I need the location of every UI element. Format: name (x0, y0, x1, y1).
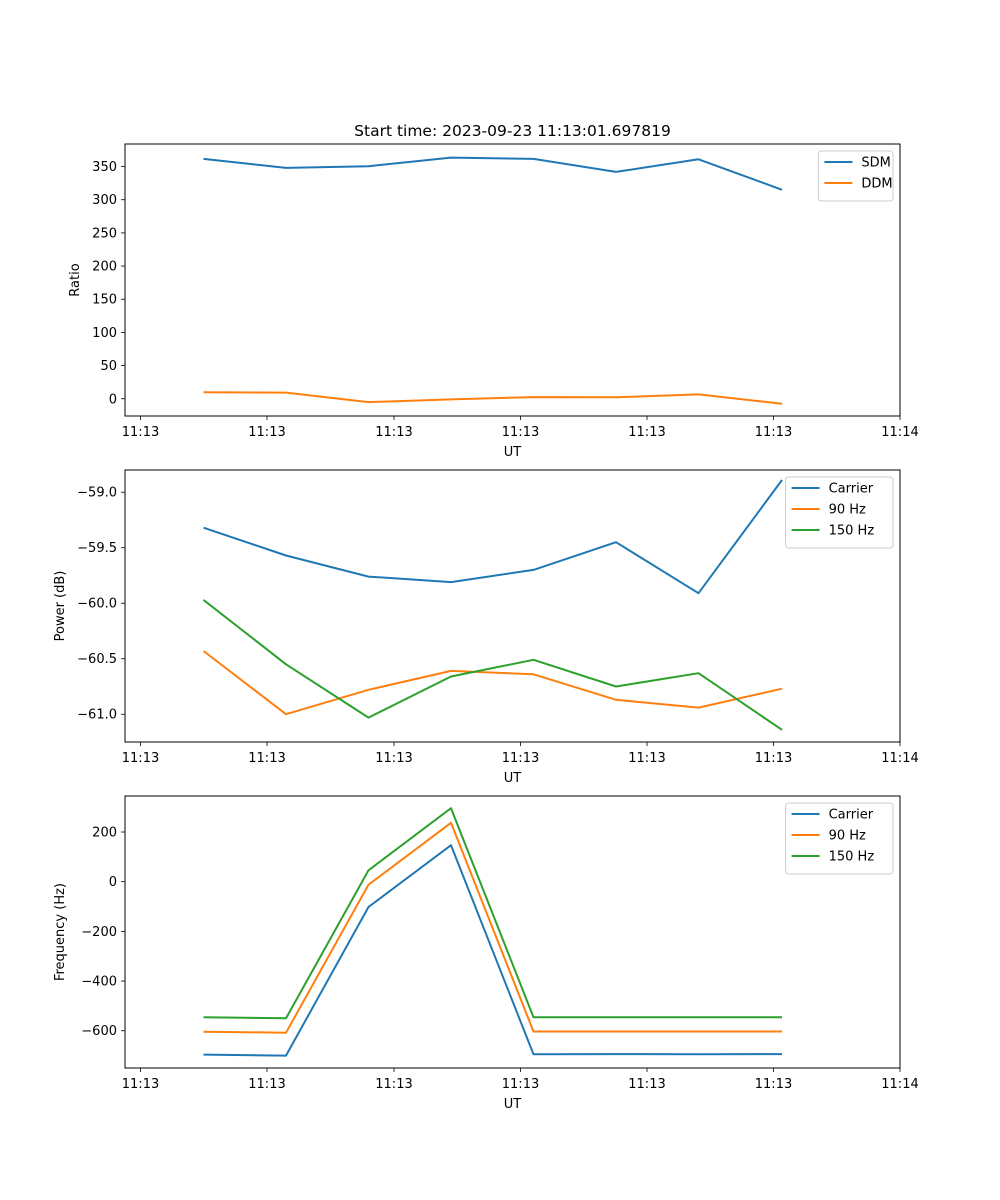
legend-label: Carrier (829, 482, 874, 497)
legend-label: 150 Hz (829, 524, 875, 539)
x-tick-label: 11:13 (755, 425, 792, 440)
legend-box (817, 150, 894, 202)
ratio-panel: Start time: 2023-09-23 11:13:01.697819 11… (68, 122, 919, 460)
ratio-series-sdm-line (203, 156, 783, 191)
power-series-90-hz-line (202, 650, 783, 716)
chart-title: Start time: 2023-09-23 11:13:01.697819 (354, 122, 671, 140)
x-tick-label: 11:13 (628, 425, 665, 440)
x-tick-label: 11:14 (881, 1077, 918, 1092)
frequency-panel: 11:13 11:13 11:13 11:13 11:13 11:13 11:14 −600 −… (53, 795, 919, 1112)
y-tick-label: −60.0 (77, 597, 117, 612)
x-axis-label: UT (504, 445, 522, 460)
y-tick-label: −200 (81, 925, 117, 940)
y-tick-label: 200 (92, 260, 117, 275)
legend-label: SDM (861, 156, 890, 171)
x-tick-label: 11:14 (881, 425, 918, 440)
legend-label: 150 Hz (829, 850, 875, 865)
x-tick-label: 11:13 (755, 751, 792, 766)
x-tick-label: 11:13 (628, 1077, 665, 1092)
y-tick-label: 200 (92, 826, 117, 841)
legend-label: 90 Hz (829, 503, 866, 518)
y-tick-label: 350 (92, 160, 117, 175)
ratio-legend: SDM DDM (817, 150, 894, 202)
x-tick-label: 11:13 (122, 751, 159, 766)
x-tick-label: 11:13 (248, 751, 285, 766)
x-tick-label: 11:13 (248, 1077, 285, 1092)
x-tick-label: 11:13 (502, 1077, 539, 1092)
x-tick-label: 11:13 (375, 751, 412, 766)
power-panel: 11:13 11:13 11:13 11:13 11:13 11:13 11:14 −61.0… (53, 469, 919, 786)
legend-label: 90 Hz (829, 829, 866, 844)
x-tick-label: 11:13 (628, 751, 665, 766)
y-tick-label: −61.0 (77, 708, 117, 723)
x-axis-label: UT (504, 1097, 522, 1112)
x-tick-label: 11:13 (375, 425, 412, 440)
ratio-series-ddm-line (203, 391, 783, 405)
y-tick-label: 0 (109, 875, 117, 890)
x-tick-label: 11:14 (881, 751, 918, 766)
y-tick-label: −400 (81, 975, 117, 990)
y-tick-label: 0 (109, 392, 117, 407)
x-tick-label: 11:13 (122, 1077, 159, 1092)
legend-label: DDM (861, 177, 892, 192)
power-series-carrier-line (203, 479, 783, 595)
y-tick-label: 50 (100, 359, 117, 374)
power-series-150-hz-line (202, 599, 783, 731)
frequency-series-90-hz-line (203, 821, 782, 1034)
x-tick-label: 11:13 (122, 425, 159, 440)
x-tick-label: 11:13 (502, 751, 539, 766)
y-axis-label: Ratio (68, 263, 83, 296)
x-tick-label: 11:13 (375, 1077, 412, 1092)
y-tick-label: 100 (92, 326, 117, 341)
x-tick-label: 11:13 (248, 425, 285, 440)
legend-label: Carrier (829, 808, 874, 823)
y-tick-label: 150 (92, 293, 117, 308)
x-tick-label: 11:13 (755, 1077, 792, 1092)
frequency-series-150-hz-line (203, 807, 782, 1020)
y-tick-label: 250 (92, 226, 117, 241)
y-tick-label: −60.5 (77, 652, 117, 667)
x-axis-label: UT (504, 771, 522, 786)
frequency-series-carrier-line (203, 844, 783, 1057)
y-axis-label: Frequency (Hz) (53, 883, 68, 981)
y-axis-label: Power (dB) (53, 571, 68, 642)
y-tick-label: −600 (81, 1024, 117, 1039)
x-tick-label: 11:13 (502, 425, 539, 440)
power-legend: Carrier 90 Hz 150 Hz (785, 476, 894, 549)
frequency-axes-frame (124, 795, 901, 1069)
y-tick-label: 300 (92, 193, 117, 208)
y-tick-label: −59.5 (77, 541, 117, 556)
frequency-legend: Carrier 90 Hz 150 Hz (785, 802, 894, 875)
power-axes-frame (124, 469, 901, 743)
y-tick-label: −59.0 (77, 486, 117, 501)
ratio-axes-frame (124, 143, 901, 417)
